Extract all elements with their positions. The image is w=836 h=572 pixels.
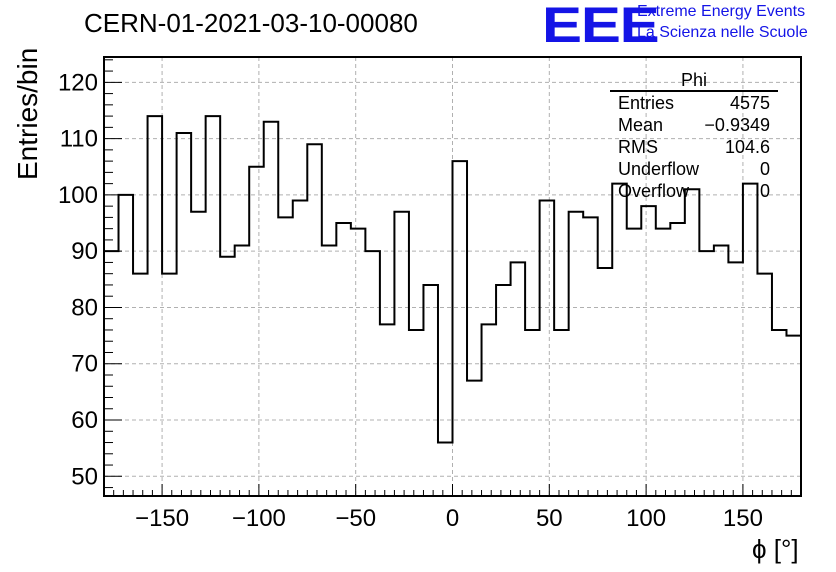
- histogram-bin: [206, 116, 221, 496]
- histogram-bin: [191, 212, 206, 496]
- histogram-bin: [525, 330, 540, 496]
- histogram-bin: [336, 223, 351, 496]
- y-tick-label: 60: [71, 407, 98, 434]
- stats-value: 0: [759, 181, 770, 201]
- y-tick-labels: 50 60 70 80 90 100 110 120: [58, 69, 98, 490]
- histogram-bin: [554, 330, 569, 496]
- y-tick-label: 110: [60, 126, 98, 153]
- stats-label: Mean: [618, 115, 664, 135]
- stats-label: Entries: [618, 93, 675, 113]
- histogram-bin: [772, 330, 787, 496]
- y-tick-label: 70: [71, 351, 98, 378]
- logo-line-1: Extreme Energy Events: [637, 3, 806, 20]
- histogram-bin: [249, 167, 264, 496]
- histogram-bin: [583, 217, 598, 496]
- histogram-bin: [394, 212, 409, 496]
- x-tick-label: 100: [626, 505, 666, 532]
- histogram-bin: [380, 324, 395, 496]
- histogram-bin: [423, 285, 438, 496]
- histogram-bin: [409, 330, 424, 496]
- histogram-bin: [612, 184, 627, 496]
- histogram-bin: [322, 246, 337, 496]
- stats-value: 0: [759, 159, 770, 179]
- histogram-bin: [685, 189, 700, 496]
- histogram-bin: [365, 251, 380, 496]
- histogram-bin: [438, 443, 453, 496]
- stats-row-underflow: Underflow 0: [610, 158, 778, 180]
- x-tick-label: −100: [232, 505, 286, 532]
- y-tick-label: 90: [71, 238, 98, 265]
- stats-row-entries: Entries 4575: [610, 92, 778, 114]
- x-tick-label: 150: [723, 505, 763, 532]
- axis-ticks: [104, 59, 792, 496]
- histogram-bin: [119, 195, 134, 496]
- x-axis-label: ϕ [°]: [752, 534, 799, 564]
- logo-line-2: La Scienza nelle Scuole: [637, 24, 808, 41]
- histogram-bin: [627, 229, 642, 496]
- y-tick-label: 50: [71, 463, 98, 490]
- histogram-bin: [598, 268, 613, 496]
- stats-row-rms: RMS 104.6: [610, 136, 778, 158]
- histogram-bin: [235, 246, 250, 496]
- stats-value: 4575: [729, 93, 770, 113]
- histogram-bin: [714, 246, 729, 496]
- histogram-bin: [278, 217, 293, 496]
- histogram-bin: [656, 229, 671, 496]
- x-tick-label: 50: [536, 505, 563, 532]
- stats-value: −0.9349: [704, 115, 770, 135]
- x-tick-label: 0: [446, 505, 459, 532]
- histogram-bin: [786, 336, 801, 496]
- grid-lines: [104, 57, 801, 496]
- histogram-bin: [453, 161, 468, 496]
- x-tick-labels: −150 −100 −50 0 50 100 150: [135, 505, 763, 532]
- chart-title: CERN-01-2021-03-10-00080: [84, 8, 418, 38]
- y-tick-label: 120: [58, 69, 98, 96]
- stats-title: Phi: [610, 70, 778, 92]
- histogram-bin: [699, 251, 714, 496]
- histogram-bin: [482, 324, 497, 496]
- x-tick-label: −150: [135, 505, 189, 532]
- histogram-bin: [641, 206, 656, 496]
- histogram-bin: [467, 381, 482, 496]
- y-axis-label: Entries/bin: [12, 47, 43, 180]
- stats-row-mean: Mean −0.9349: [610, 114, 778, 136]
- histogram-bin: [148, 116, 163, 496]
- histogram-bin: [351, 229, 366, 496]
- histogram-bin: [569, 212, 584, 496]
- histogram-bin: [743, 184, 758, 496]
- histogram-bin: [670, 223, 685, 496]
- histogram-bin: [177, 133, 192, 496]
- histogram-bin: [511, 262, 526, 496]
- stats-label: Overflow: [618, 181, 690, 201]
- y-tick-label: 80: [71, 294, 98, 321]
- histogram-bin: [264, 122, 279, 496]
- histogram-bin: [728, 262, 743, 496]
- stats-box: Phi Entries 4575 Mean −0.9349 RMS 104.6 …: [610, 70, 778, 202]
- histogram-outline: [104, 115, 801, 444]
- x-tick-label: −50: [335, 505, 376, 532]
- histogram-bin: [496, 285, 511, 496]
- histogram-bin: [307, 144, 322, 496]
- histogram-bin: [293, 201, 308, 496]
- stats-label: RMS: [618, 137, 658, 157]
- stats-value: 104.6: [724, 137, 770, 157]
- stats-label: Underflow: [618, 159, 700, 179]
- stats-row-overflow: Overflow 0: [610, 180, 778, 202]
- histogram-bin: [540, 201, 555, 496]
- y-tick-label: 100: [58, 182, 98, 209]
- eee-logo: EEE: [542, 0, 660, 53]
- histogram-bin: [104, 251, 119, 496]
- histogram-bin: [220, 257, 235, 496]
